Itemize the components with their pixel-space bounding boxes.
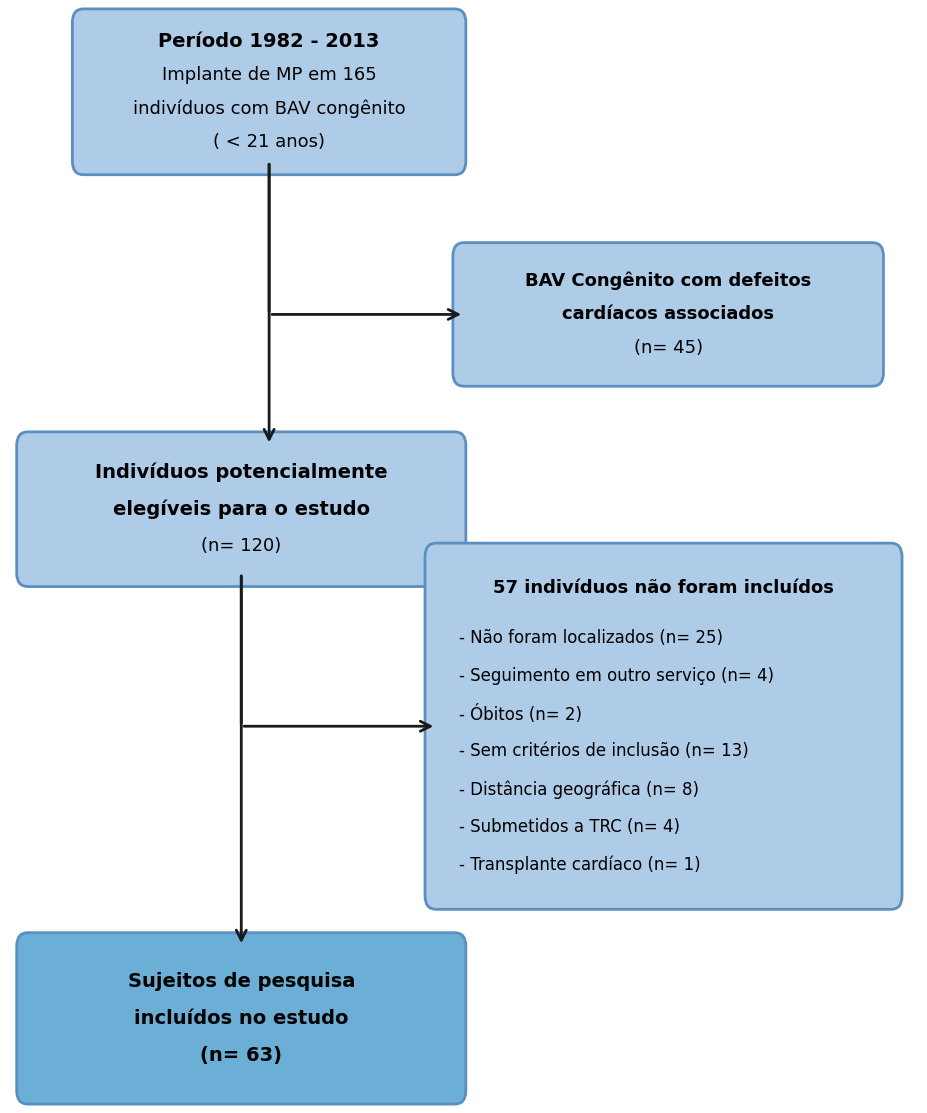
Text: - Não foram localizados (n= 25): - Não foram localizados (n= 25) — [459, 629, 722, 647]
Text: - Distância geográfica (n= 8): - Distância geográfica (n= 8) — [459, 780, 699, 799]
Text: (n= 45): (n= 45) — [633, 338, 702, 357]
Text: - Sem critérios de inclusão (n= 13): - Sem critérios de inclusão (n= 13) — [459, 742, 748, 760]
Text: incluídos no estudo: incluídos no estudo — [133, 1008, 349, 1028]
FancyBboxPatch shape — [452, 243, 883, 386]
Text: Indivíduos potencialmente: Indivíduos potencialmente — [95, 463, 387, 482]
Text: BAV Congênito com defeitos: BAV Congênito com defeitos — [525, 272, 810, 290]
Text: - Seguimento em outro serviço (n= 4): - Seguimento em outro serviço (n= 4) — [459, 667, 773, 684]
FancyBboxPatch shape — [17, 933, 465, 1104]
Text: - Óbitos (n= 2): - Óbitos (n= 2) — [459, 705, 582, 723]
Text: - Transplante cardíaco (n= 1): - Transplante cardíaco (n= 1) — [459, 856, 700, 875]
Text: Período 1982 - 2013: Período 1982 - 2013 — [159, 32, 379, 51]
FancyBboxPatch shape — [72, 9, 465, 175]
Text: Sujeitos de pesquisa: Sujeitos de pesquisa — [127, 972, 355, 992]
Text: cardíacos associados: cardíacos associados — [562, 305, 773, 324]
Text: Implante de MP em 165: Implante de MP em 165 — [161, 66, 376, 85]
Text: ( < 21 anos): ( < 21 anos) — [213, 132, 324, 151]
Text: - Submetidos a TRC (n= 4): - Submetidos a TRC (n= 4) — [459, 818, 679, 836]
Text: elegíveis para o estudo: elegíveis para o estudo — [112, 500, 370, 519]
FancyBboxPatch shape — [17, 432, 465, 587]
Text: indivíduos com BAV congênito: indivíduos com BAV congênito — [133, 99, 405, 118]
Text: 57 indivíduos não foram incluídos: 57 indivíduos não foram incluídos — [492, 579, 833, 597]
Text: (n= 63): (n= 63) — [200, 1045, 282, 1065]
Text: (n= 120): (n= 120) — [201, 536, 281, 555]
FancyBboxPatch shape — [425, 543, 901, 909]
